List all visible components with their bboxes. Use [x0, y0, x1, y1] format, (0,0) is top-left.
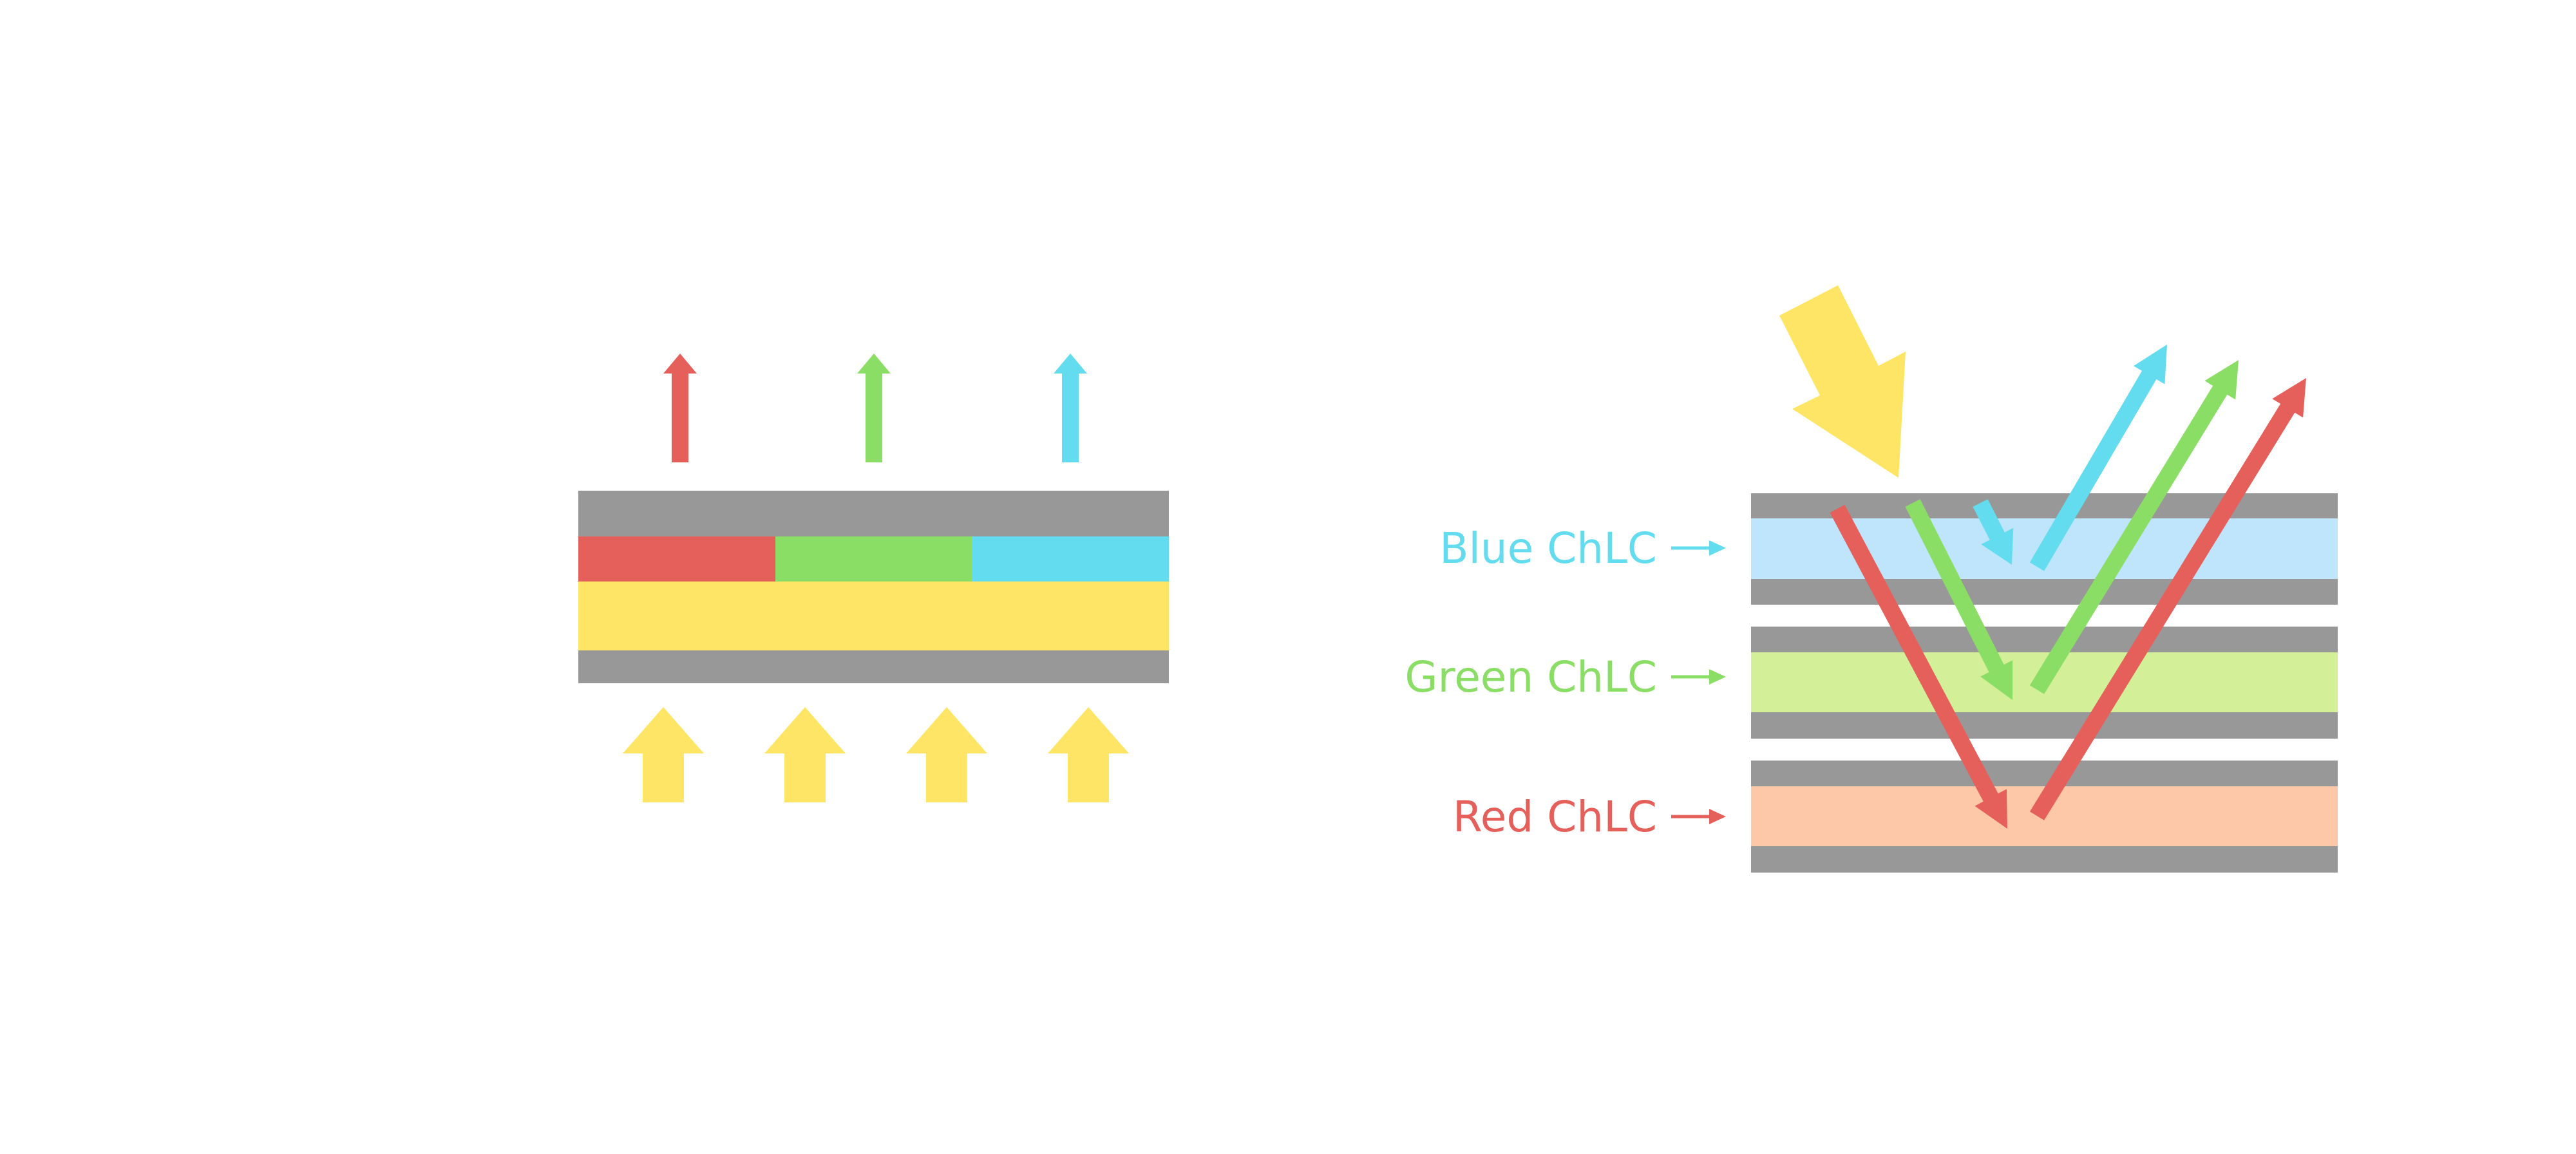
red-layer-top-substrate: [1751, 761, 2338, 786]
incident-light-arrow: [1779, 285, 1906, 478]
top-substrate: [578, 491, 1169, 536]
red-filter: [578, 536, 775, 582]
left-panel: [578, 354, 1169, 802]
green-layer-bottom-substrate: [1751, 712, 2338, 739]
backlight-arrow-3: [906, 707, 987, 802]
blue-label-pointer-arrow: [1671, 540, 1726, 556]
backlight-arrow-1: [623, 707, 704, 802]
green-output-arrow: [857, 354, 891, 462]
backlight-arrow-2: [764, 707, 846, 802]
red-reflected-ray: [2029, 378, 2306, 820]
green-filter: [775, 536, 972, 582]
blue-output-arrow: [1054, 354, 1087, 462]
red-output-arrow: [663, 354, 697, 462]
blue-chlc-label: Blue ChLC: [1439, 524, 1657, 573]
green-chlc-label: Green ChLC: [1405, 652, 1657, 702]
green-reflected-ray: [2029, 360, 2239, 694]
backlight-arrow-4: [1048, 707, 1129, 802]
blue-incident-ray: [1973, 499, 2014, 565]
blue-reflected-ray: [2029, 345, 2167, 571]
bottom-substrate: [578, 650, 1169, 683]
backlight-layer: [578, 582, 1169, 650]
red-incident-ray: [1830, 504, 2007, 829]
green-label-pointer-arrow: [1671, 669, 1726, 685]
green-layer-top-substrate: [1751, 627, 2338, 652]
red-layer-bottom-substrate: [1751, 846, 2338, 873]
red-label-pointer-arrow: [1671, 809, 1726, 824]
right-panel: Blue ChLC Green ChLC Red ChLC: [1405, 285, 2338, 873]
red-chlc-label: Red ChLC: [1453, 792, 1657, 842]
green-incident-ray: [1905, 499, 2013, 700]
blue-layer-bottom-substrate: [1751, 579, 2338, 605]
blue-filter: [972, 536, 1169, 582]
